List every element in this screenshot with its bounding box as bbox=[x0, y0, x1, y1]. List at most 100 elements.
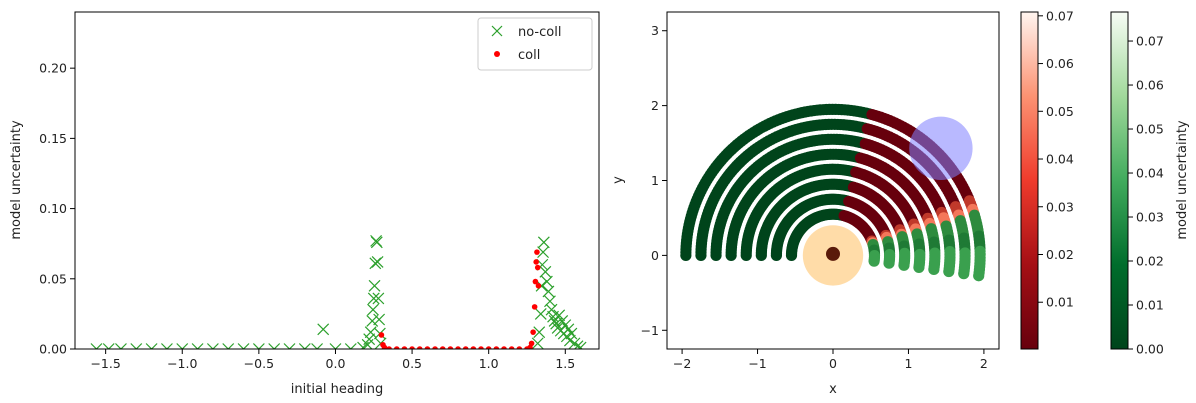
no-coll-point bbox=[542, 285, 555, 298]
no-coll-point bbox=[372, 292, 385, 305]
colorbar-tick-label: 0.00 bbox=[1136, 342, 1164, 357]
legend-coll-icon bbox=[494, 51, 500, 57]
no-coll-point bbox=[367, 292, 380, 305]
no-coll-point bbox=[268, 343, 281, 349]
no-coll-point bbox=[363, 333, 376, 346]
no-coll-point bbox=[370, 236, 383, 249]
colorbar-no-collision-label: model uncertainty bbox=[1175, 120, 1190, 240]
colorbar-tick-label: 0.06 bbox=[1046, 56, 1074, 71]
coll-point bbox=[478, 346, 484, 349]
left-points bbox=[90, 234, 587, 349]
coll-point bbox=[462, 346, 469, 349]
left-y-ticks: 0.00 0.05 0.10 0.15 0.20 bbox=[39, 61, 75, 357]
left-y-tick-label: 0.10 bbox=[39, 201, 67, 216]
no-coll-point bbox=[283, 343, 296, 349]
robot-center-point bbox=[826, 246, 840, 261]
right-x-tick-label: −2 bbox=[673, 356, 691, 371]
colorbar-no-collision: 0.07 0.06 0.05 0.04 0.03 0.02 0.01 0.00 model u… bbox=[1110, 11, 1190, 357]
colorbar-tick-label: 0.07 bbox=[1136, 34, 1164, 49]
left-x-tick-label: 0.0 bbox=[326, 356, 346, 371]
right-x-tick-label: 0 bbox=[829, 356, 837, 371]
coll-point bbox=[416, 346, 423, 349]
coll-point bbox=[439, 346, 446, 349]
colorbar-collision-gradient bbox=[1020, 11, 1039, 350]
coll-point bbox=[533, 259, 539, 265]
no-coll-point bbox=[237, 343, 250, 349]
coll-point bbox=[493, 346, 500, 349]
left-y-axis-label: model uncertainty bbox=[9, 120, 24, 240]
right-y-ticks: −1 0 1 2 3 bbox=[641, 23, 667, 338]
coll-point bbox=[535, 283, 542, 289]
coll-point bbox=[531, 304, 538, 310]
right-points bbox=[680, 103, 986, 286]
no-coll-point bbox=[565, 327, 578, 340]
trajectory-point bbox=[868, 255, 880, 267]
right-x-axis-label: x bbox=[829, 382, 837, 397]
colorbar-tick-label: 0.06 bbox=[1136, 78, 1164, 93]
colorbar-tick-label: 0.01 bbox=[1046, 295, 1074, 310]
no-coll-point bbox=[531, 337, 544, 349]
no-coll-point bbox=[90, 343, 103, 349]
no-coll-point bbox=[317, 323, 330, 336]
no-coll-point bbox=[115, 343, 127, 349]
coll-point bbox=[501, 346, 507, 349]
right-x-tick-label: −1 bbox=[748, 356, 766, 371]
no-coll-point bbox=[571, 340, 584, 349]
left-x-ticks: −1.5 −1.0 −0.5 0.0 0.5 1.0 1.5 bbox=[90, 349, 575, 371]
trajectory-point bbox=[973, 270, 985, 282]
colorbar-collision: 0.07 0.06 0.05 0.04 0.03 0.02 0.01 bbox=[1020, 8, 1074, 350]
coll-point bbox=[528, 340, 535, 347]
coll-point bbox=[409, 346, 415, 349]
left-y-tick-label: 0.15 bbox=[39, 131, 67, 146]
coll-point bbox=[508, 346, 515, 349]
coll-point bbox=[424, 346, 431, 349]
colorbar-no-collision-gradient bbox=[1110, 11, 1129, 350]
obstacle-circle bbox=[909, 116, 973, 180]
colorbar-tick-label: 0.03 bbox=[1136, 210, 1164, 225]
coll-point bbox=[485, 346, 492, 349]
no-coll-point bbox=[367, 303, 379, 316]
colorbar-tick-label: 0.01 bbox=[1136, 298, 1164, 313]
no-coll-point bbox=[222, 343, 235, 349]
trajectory-point bbox=[898, 259, 910, 271]
coll-point bbox=[401, 346, 408, 349]
legend: no-coll coll bbox=[477, 17, 593, 71]
no-coll-point bbox=[553, 309, 566, 322]
left-plot-frame bbox=[74, 11, 600, 350]
no-coll-point bbox=[533, 326, 546, 339]
left-x-tick-label: 1.5 bbox=[555, 356, 575, 371]
no-coll-point bbox=[534, 307, 547, 320]
right-y-axis-label: y bbox=[611, 176, 626, 184]
right-y-tick-label: 2 bbox=[651, 98, 659, 113]
coll-point bbox=[386, 346, 392, 349]
no-coll-point bbox=[344, 343, 357, 349]
colorbar-collision-ticks: 0.07 0.06 0.05 0.04 0.03 0.02 0.01 bbox=[1038, 8, 1074, 310]
coll-point bbox=[530, 329, 536, 335]
left-x-tick-label: −1.5 bbox=[90, 356, 120, 371]
legend-no-coll-label: no-coll bbox=[518, 25, 561, 40]
right-chart: −2 −1 0 1 2 −1 0 1 2 3 x y bbox=[611, 11, 1000, 397]
trajectory-point bbox=[928, 263, 940, 276]
colorbar-tick-label: 0.03 bbox=[1046, 199, 1074, 214]
coll-point bbox=[534, 264, 541, 271]
coll-point bbox=[381, 344, 388, 349]
no-coll-point bbox=[252, 343, 265, 349]
colorbar-no-collision-ticks: 0.07 0.06 0.05 0.04 0.03 0.02 0.01 0.00 bbox=[1128, 34, 1164, 357]
right-y-tick-label: 0 bbox=[651, 248, 659, 263]
no-coll-point bbox=[130, 343, 143, 349]
no-coll-point bbox=[368, 279, 381, 292]
coll-point bbox=[447, 346, 454, 349]
left-y-tick-label: 0.05 bbox=[39, 271, 67, 286]
right-x-tick-label: 1 bbox=[904, 356, 912, 371]
no-coll-point bbox=[539, 265, 552, 278]
no-coll-point bbox=[206, 343, 219, 349]
no-coll-point bbox=[311, 343, 324, 349]
left-x-axis-label: initial heading bbox=[291, 382, 383, 397]
no-coll-point bbox=[537, 246, 550, 259]
no-coll-point bbox=[545, 303, 558, 316]
right-y-tick-label: 3 bbox=[651, 23, 659, 38]
trajectory-point bbox=[958, 268, 970, 280]
left-y-tick-label: 0.00 bbox=[39, 342, 67, 357]
no-coll-point bbox=[371, 256, 384, 268]
